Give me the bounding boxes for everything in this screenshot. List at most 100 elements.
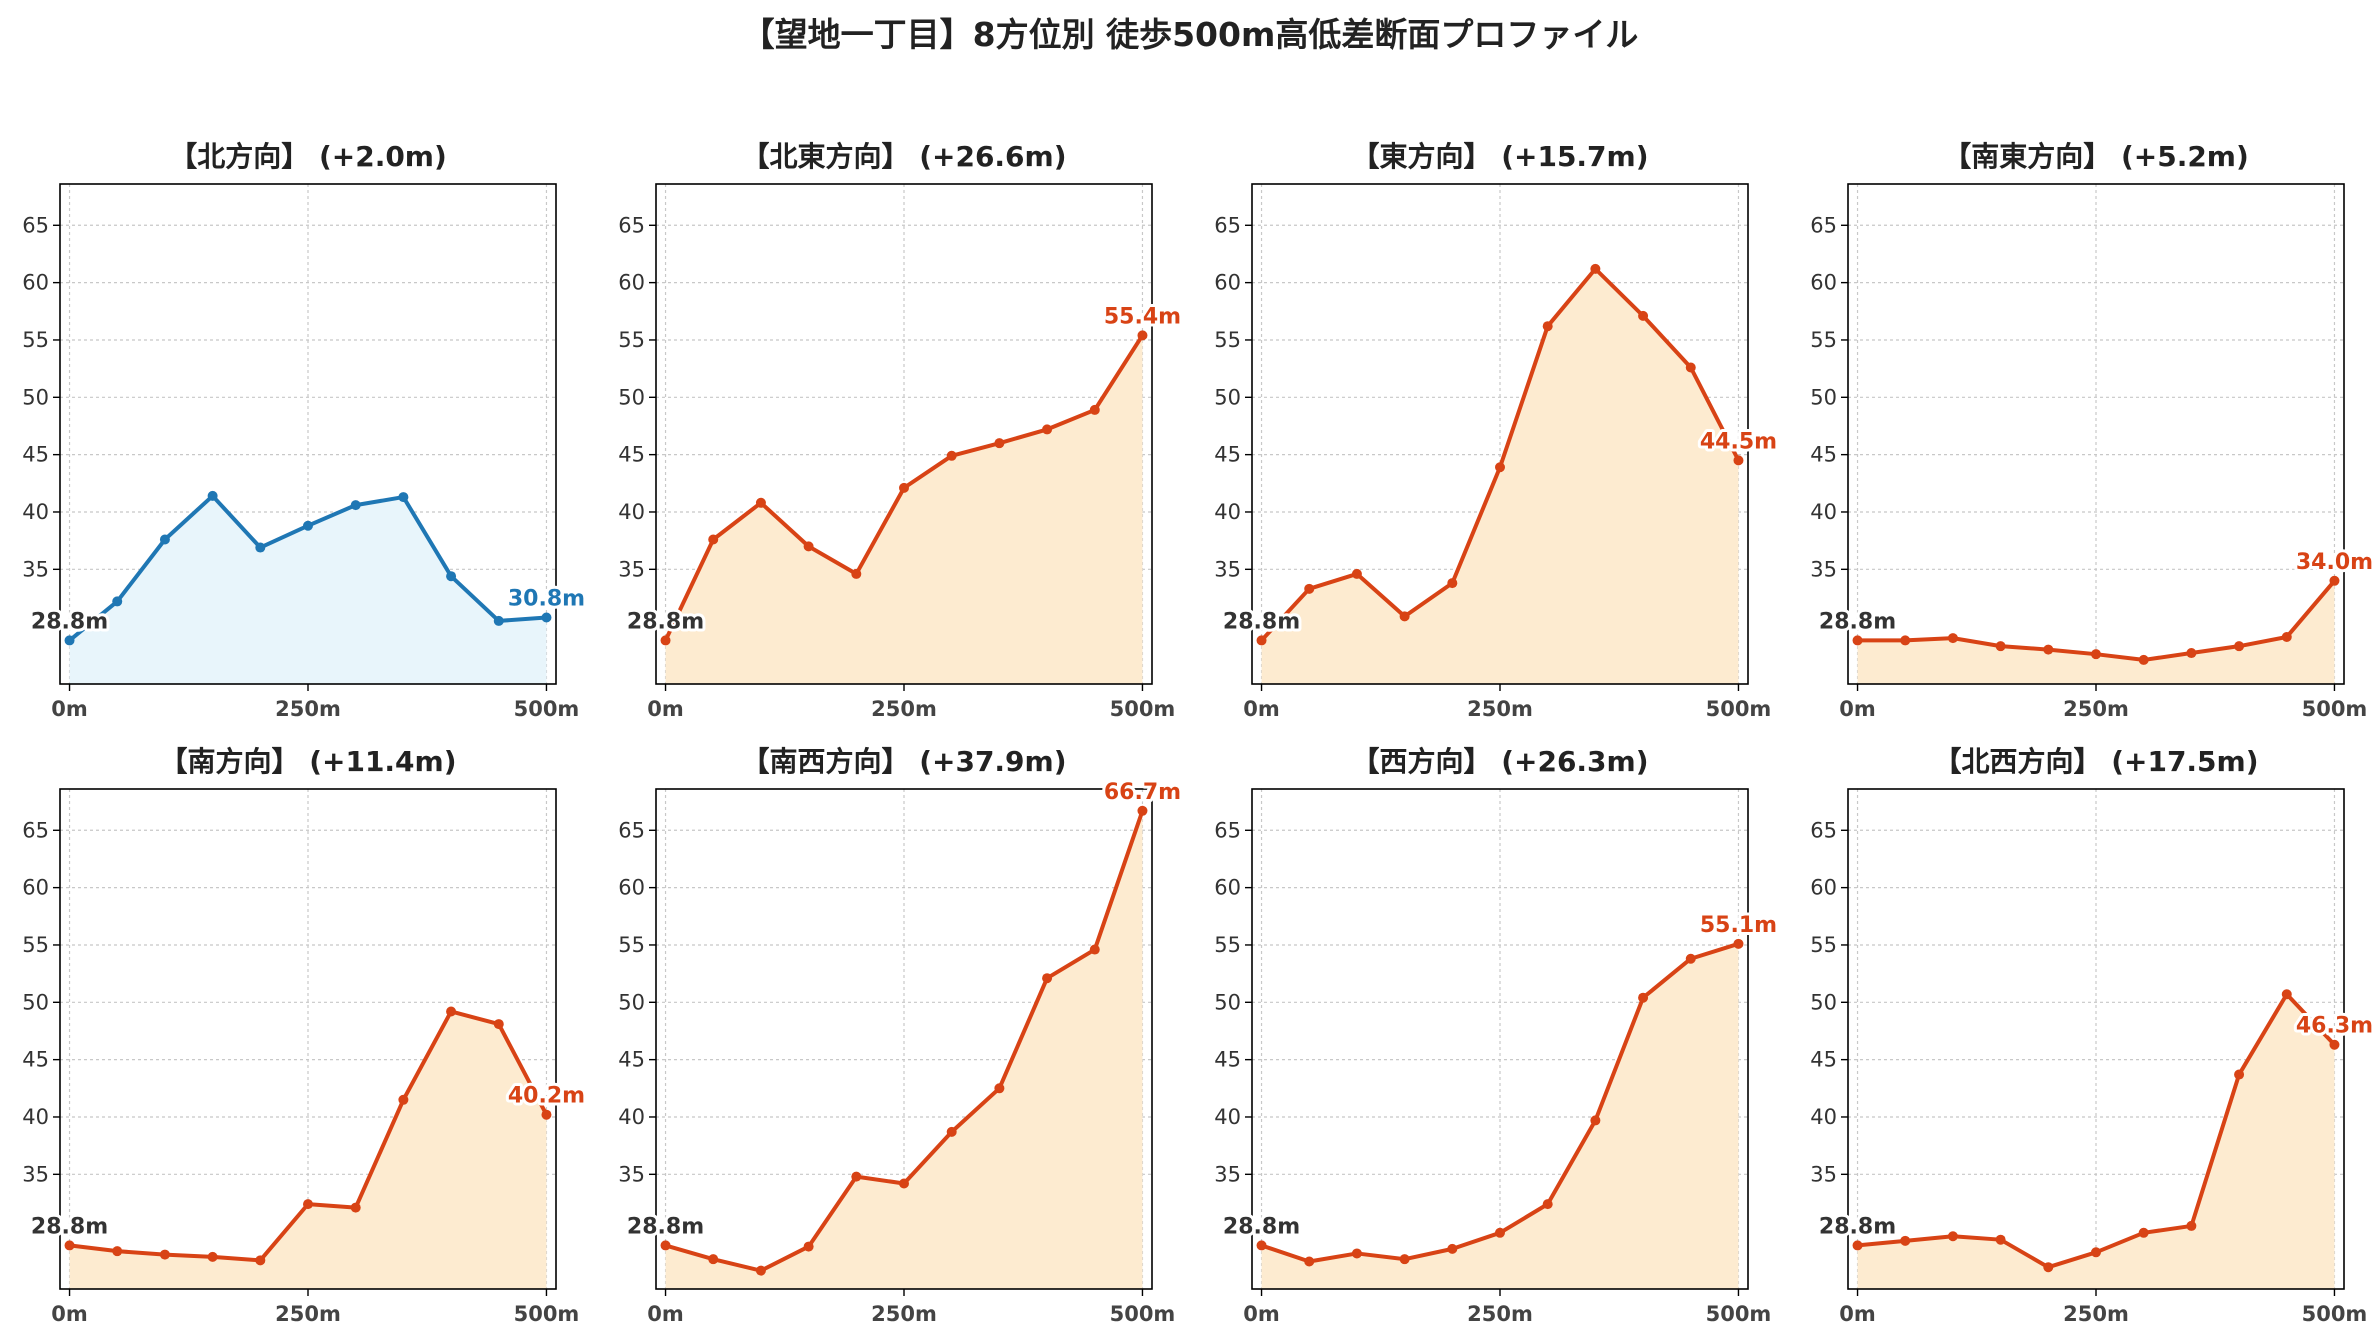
x-tick-label: 500m xyxy=(2302,1302,2368,1326)
data-point xyxy=(2138,654,2149,665)
area-fill xyxy=(1857,994,2335,1289)
data-point xyxy=(1256,1240,1267,1251)
data-point xyxy=(1399,611,1410,622)
y-tick-label: 65 xyxy=(22,818,49,842)
y-tick-label: 55 xyxy=(1810,328,1837,352)
data-point xyxy=(1137,330,1148,341)
data-point xyxy=(803,541,814,552)
x-tick-label: 0m xyxy=(1243,1302,1280,1326)
y-tick-label: 40 xyxy=(1214,500,1241,524)
x-tick-label: 0m xyxy=(1839,1302,1876,1326)
data-point xyxy=(1638,992,1649,1003)
data-point xyxy=(755,1265,766,1276)
data-point xyxy=(1947,633,1958,644)
data-point xyxy=(1351,568,1362,579)
end-elevation-label: 66.7m xyxy=(1104,780,1181,805)
data-point xyxy=(207,490,218,501)
y-tick-label: 60 xyxy=(1810,271,1837,295)
data-point xyxy=(708,1254,719,1265)
data-point xyxy=(2281,989,2292,1000)
y-tick-label: 50 xyxy=(22,990,49,1014)
y-tick-label: 60 xyxy=(1214,271,1241,295)
x-tick-label: 250m xyxy=(275,697,341,721)
start-elevation-label: 28.8m xyxy=(31,1214,108,1239)
data-point xyxy=(803,1241,814,1252)
data-point xyxy=(1042,424,1053,435)
y-tick-label: 50 xyxy=(618,385,645,409)
data-point xyxy=(350,1202,361,1213)
area-fill xyxy=(69,495,547,684)
data-point xyxy=(1495,1227,1505,1238)
y-tick-label: 50 xyxy=(22,385,49,409)
x-tick-label: 250m xyxy=(871,1302,937,1326)
subplot-title: 【東方向】 (+15.7m) xyxy=(1351,140,1648,173)
data-point xyxy=(2091,1247,2101,1258)
data-point xyxy=(64,1240,75,1251)
start-elevation-label: 28.8m xyxy=(1223,1214,1300,1239)
data-point xyxy=(446,1006,457,1017)
y-tick-label: 60 xyxy=(1810,876,1837,900)
y-tick-label: 45 xyxy=(618,443,645,467)
data-point xyxy=(1447,578,1458,589)
x-tick-label: 0m xyxy=(1839,697,1876,721)
end-elevation-label: 34.0m xyxy=(2296,550,2373,575)
y-tick-label: 35 xyxy=(1810,557,1837,581)
start-elevation-label: 28.8m xyxy=(1819,1214,1896,1239)
y-tick-label: 45 xyxy=(22,1048,49,1072)
data-point xyxy=(899,482,909,493)
y-tick-label: 50 xyxy=(618,990,645,1014)
area-fill xyxy=(69,1011,547,1289)
data-point xyxy=(2281,631,2292,642)
y-tick-label: 65 xyxy=(618,818,645,842)
start-elevation-label: 28.8m xyxy=(627,1214,704,1239)
y-tick-label: 45 xyxy=(1214,443,1241,467)
y-tick-label: 65 xyxy=(1214,213,1241,237)
y-tick-label: 55 xyxy=(1810,933,1837,957)
data-point xyxy=(2329,1039,2340,1050)
subplot-2: 【北東方向】 (+26.6m) 35 40 45 50 55 60 65 0m 250m 500m 2… xyxy=(618,140,1184,721)
y-tick-label: 55 xyxy=(22,933,49,957)
x-tick-label: 250m xyxy=(2063,1302,2129,1326)
y-tick-label: 50 xyxy=(1214,385,1241,409)
area-fill xyxy=(665,810,1143,1289)
data-point xyxy=(1399,1254,1410,1265)
y-tick-label: 60 xyxy=(22,876,49,900)
y-tick-label: 45 xyxy=(1810,1048,1837,1072)
data-point xyxy=(1638,310,1649,321)
subplot-title: 【西方向】 (+26.3m) xyxy=(1351,745,1648,778)
data-point xyxy=(899,1178,909,1189)
y-tick-label: 60 xyxy=(1214,876,1241,900)
subplot-title: 【南東方向】 (+5.2m) xyxy=(1943,140,2249,173)
y-tick-label: 55 xyxy=(618,933,645,957)
start-elevation-label: 28.8m xyxy=(1819,609,1896,634)
end-elevation-label: 40.2m xyxy=(508,1084,585,1109)
data-point xyxy=(1590,263,1601,274)
x-tick-label: 0m xyxy=(647,697,684,721)
data-point xyxy=(398,1094,409,1105)
data-point xyxy=(303,520,313,531)
data-point xyxy=(350,500,361,511)
y-tick-label: 35 xyxy=(22,557,49,581)
data-point xyxy=(398,492,409,503)
data-point xyxy=(2091,649,2101,660)
y-tick-label: 60 xyxy=(618,271,645,295)
y-tick-label: 55 xyxy=(1214,328,1241,352)
subplot-title: 【北方向】 (+2.0m) xyxy=(169,140,447,173)
data-point xyxy=(1542,1199,1553,1210)
area-fill xyxy=(1857,580,2335,684)
y-tick-label: 40 xyxy=(22,500,49,524)
data-point xyxy=(541,612,552,623)
data-point xyxy=(1900,635,1911,646)
data-point xyxy=(493,615,504,626)
data-point xyxy=(1685,362,1696,373)
data-point xyxy=(255,1255,266,1266)
data-point xyxy=(1089,404,1100,415)
data-point xyxy=(2043,1262,2054,1273)
data-point xyxy=(1947,1231,1958,1242)
x-tick-label: 500m xyxy=(1110,1302,1176,1326)
y-tick-label: 40 xyxy=(1810,1105,1837,1129)
data-point xyxy=(446,571,457,582)
y-tick-label: 55 xyxy=(618,328,645,352)
